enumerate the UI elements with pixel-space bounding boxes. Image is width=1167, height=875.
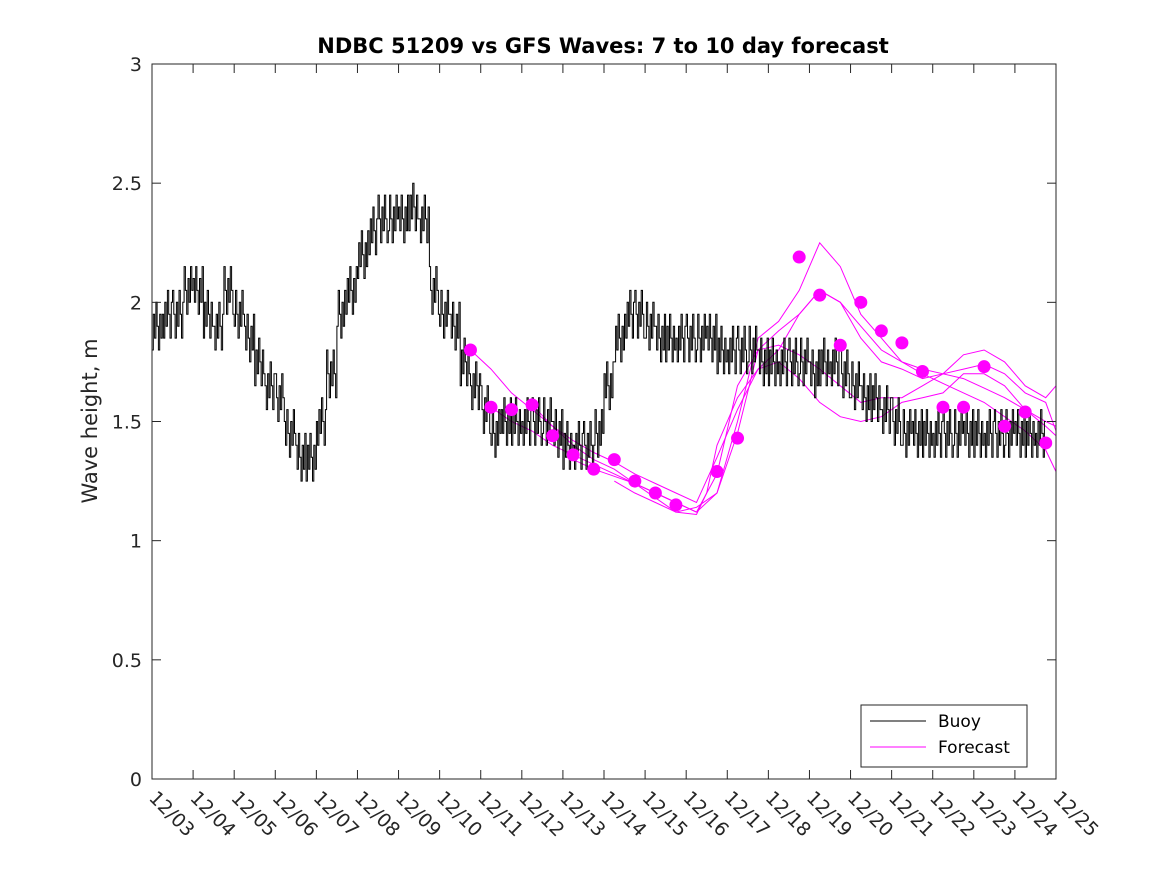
legend-box [860,704,1028,768]
x-tick-label: 12/24 [1007,787,1061,841]
forecast-marker [957,400,971,414]
buoy-line [152,182,1046,482]
forecast-marker [607,453,621,467]
x-tick-label: 12/14 [596,787,650,841]
x-tick-label: 12/13 [555,787,609,841]
x-tick-label: 12/10 [432,787,486,841]
forecast-marker [998,419,1012,433]
x-tick-label: 12/23 [966,787,1020,841]
forecast-marker [628,474,642,488]
plot-area [152,182,1057,516]
x-tick-label: 12/06 [268,787,322,841]
forecast-marker [813,288,827,302]
forecast-marker [710,465,724,479]
forecast-marker [505,403,519,417]
forecast-marker [1018,405,1032,419]
forecast-marker [792,250,806,264]
chart-title: NDBC 51209 vs GFS Waves: 7 to 10 day for… [317,34,888,58]
y-tick-label: 2.5 [112,173,142,195]
y-tick-label: 0.5 [112,650,142,672]
forecast-marker [669,498,683,512]
x-tick-label: 12/20 [843,787,897,841]
x-tick-label: 12/22 [925,787,979,841]
forecast-marker [915,364,929,378]
x-tick-label: 12/12 [514,787,568,841]
x-tick-label: 12/11 [473,787,527,841]
x-tick-label: 12/15 [638,787,692,841]
forecast-line [614,361,1057,516]
x-tick-label: 12/16 [679,787,733,841]
y-tick-label: 1 [130,531,142,553]
forecast-marker [833,338,847,352]
x-tick-label: 12/18 [761,787,815,841]
x-tick-label: 12/09 [391,787,445,841]
x-tick-label: 12/21 [884,787,938,841]
x-tick-label: 12/08 [350,787,404,841]
x-tick-label: 12/05 [227,787,281,841]
x-tick-label: 12/25 [1048,787,1102,841]
forecast-marker [936,400,950,414]
x-tick-label: 12/07 [309,787,363,841]
forecast-line [470,289,1057,513]
forecast-line [531,289,1057,504]
x-tick-label: 12/03 [144,787,198,841]
y-tick-label: 3 [130,54,142,76]
forecast-marker [587,462,601,476]
forecast-marker [566,448,580,462]
forecast-marker [895,336,909,350]
legend-buoy-label: Buoy [938,712,981,732]
forecast-marker [546,429,560,443]
forecast-marker [854,295,868,309]
y-tick-label: 1.5 [112,412,142,434]
forecast-marker [874,324,888,338]
forecast-marker [463,343,477,357]
legend: Buoy Forecast [860,704,1028,768]
forecast-marker [525,398,539,412]
forecast-marker [1039,436,1053,450]
forecast-marker [484,400,498,414]
y-tick-label: 2 [130,292,142,314]
y-tick-label: 0 [130,769,142,791]
forecast-marker [648,486,662,500]
forecast-line [490,241,1057,513]
forecast-marker [977,360,991,374]
legend-forecast-label: Forecast [938,738,1010,758]
x-tick-label: 12/17 [720,787,774,841]
y-axis-label: Wave height, m [78,338,102,503]
x-tick-label: 12/19 [802,787,856,841]
x-tick-label: 12/04 [186,787,240,841]
forecast-marker [731,431,745,445]
